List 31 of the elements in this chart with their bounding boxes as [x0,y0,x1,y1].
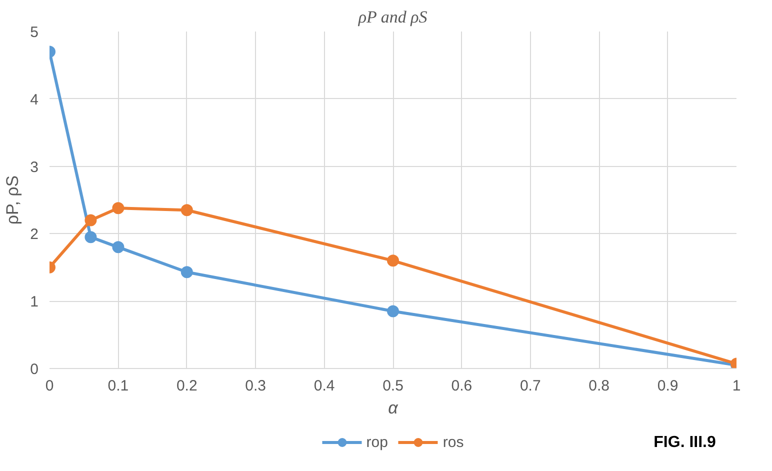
point [84,214,97,226]
x-tick-label: 0.3 [245,378,266,394]
legend-label: rop [366,434,388,450]
x-tick-label: 0.7 [520,378,541,394]
point [387,254,399,267]
chart-title: ρP and ρS [357,8,428,26]
point [180,204,193,216]
y-tick-label: 4 [30,91,38,108]
y-axis-title: ρP, ρS [3,175,22,225]
point [387,305,399,318]
point [180,266,193,278]
point [112,202,124,214]
x-tick-label: 0.2 [176,378,198,394]
y-tick-label: 0 [30,361,38,378]
y-tick-label: 5 [30,24,38,41]
point [112,241,124,254]
y-tick-label: 1 [30,294,38,311]
x-tick-label: 1 [732,378,741,394]
x-tick-label: 0.4 [314,378,335,394]
x-tick-label: 0.9 [657,378,678,394]
text: FIG. III.9 [654,434,716,451]
y-tick-label: 3 [30,158,38,176]
x-axis-title: α [388,398,400,418]
x-tick-label: 0.8 [588,378,610,394]
x-tick-label: 0.6 [451,378,472,394]
x-tick-label: 0 [45,378,54,394]
y-tick-label: 2 [30,226,38,244]
x-tick-label: 0.5 [382,378,404,394]
x-tick-label: 0.1 [108,378,129,394]
legend-label: ros [442,434,464,450]
point [84,231,97,244]
